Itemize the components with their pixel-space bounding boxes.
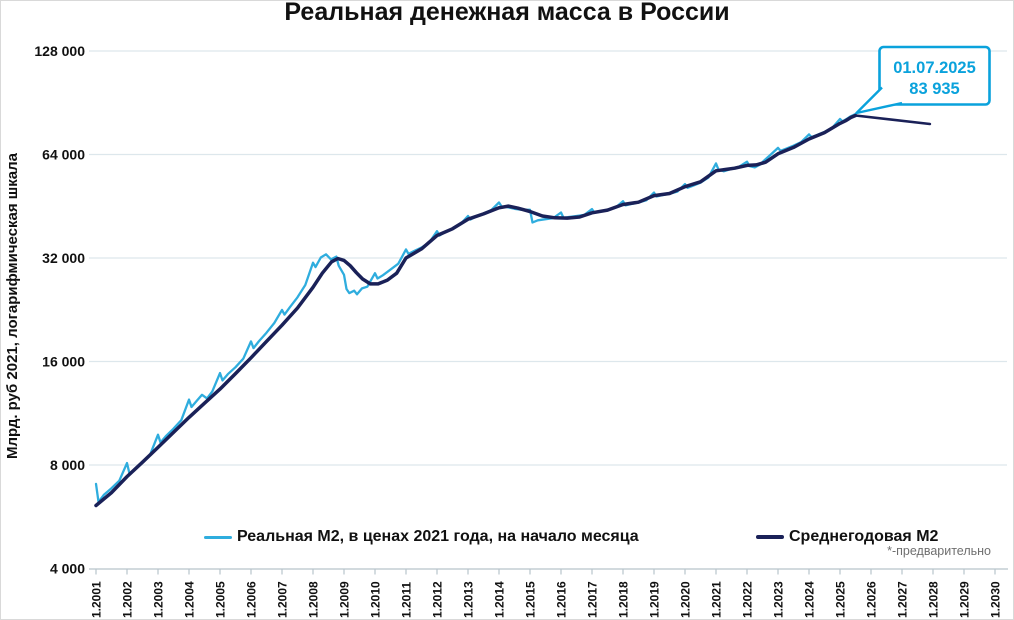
x-tick-label: 1.2026 [865, 581, 879, 618]
plot-area: 128 000 64 000 32 000 16 000 8 000 4 000 1.200… [34, 43, 1008, 618]
x-tick-label: 1.2002 [121, 581, 135, 618]
x-tick-label: 1.2030 [989, 581, 1003, 618]
annotation-pointer-fill [856, 87, 902, 114]
y-tick-label: 16 000 [42, 354, 85, 370]
y-tick-label: 128 000 [34, 43, 85, 59]
x-tick-label: 1.2018 [617, 581, 631, 618]
x-tick-label: 1.2016 [555, 581, 569, 618]
x-tick-label: 1.2006 [245, 581, 259, 618]
x-tick-label: 1.2029 [958, 581, 972, 618]
x-tick-label: 1.2022 [741, 581, 755, 618]
legend-item-monthly-m2: Реальная М2, в ценах 2021 года, на начал… [204, 528, 639, 546]
series-average-m2-projection-line [854, 114, 932, 126]
series-average-m2-line [94, 113, 858, 508]
annotation-pointer [855, 86, 903, 115]
x-tick-label: 1.2028 [927, 581, 941, 618]
y-tick-label: 64 000 [42, 147, 85, 163]
x-tick-label: 1.2024 [803, 581, 817, 618]
x-tick-label: 1.2021 [710, 581, 724, 618]
x-tick-label: 1.2017 [586, 581, 600, 618]
legend-label-average-m2: Среднегодовая М2 [789, 528, 939, 545]
series-monthly-m2-line [94, 112, 857, 504]
annotation-value: 83 935 [909, 80, 959, 98]
monthly-m2-line-swatch-icon [204, 535, 232, 539]
average-m2-line-swatch-icon [756, 535, 784, 539]
x-tick-label: 1.2014 [493, 581, 507, 618]
legend-label-monthly-m2: Реальная М2, в ценах 2021 года, на начал… [237, 528, 639, 545]
y-axis-title: Млрд. руб 2021, логарифмическая шкала [4, 152, 21, 459]
footnote-preliminary: *-предварительно [887, 544, 991, 558]
x-tick-label: 1.2027 [896, 581, 910, 618]
x-tick-label: 1.2011 [400, 582, 414, 618]
x-tick-label: 1.2003 [152, 581, 166, 618]
x-tick-label: 1.2013 [462, 581, 476, 618]
x-tick-label: 1.2004 [183, 581, 197, 618]
x-tick-label: 1.2007 [276, 581, 290, 618]
y-tick-label: 8 000 [50, 457, 85, 473]
legend-item-average-m2: Среднегодовая М2 [756, 528, 938, 546]
x-tick-label: 1.2019 [648, 581, 662, 618]
chart-title: Реальная денежная масса в России [284, 0, 730, 26]
x-tick-label: 1.2009 [338, 581, 352, 618]
x-tick-label: 1.2012 [431, 581, 445, 618]
y-tick-label: 4 000 [50, 561, 85, 577]
x-tick-label: 1.2008 [307, 581, 321, 618]
annotation-date: 01.07.2025 [893, 59, 976, 77]
x-tick-label: 1.2010 [369, 581, 383, 618]
x-tick-label: 1.2001 [90, 581, 104, 618]
x-tick-label: 1.2020 [679, 581, 693, 618]
annotation-box [878, 45, 991, 106]
x-tick-label: 1.2025 [834, 581, 848, 618]
x-tick-label: 1.2023 [772, 581, 786, 618]
legend: Реальная М2, в ценах 2021 года, на начал… [1, 525, 1013, 549]
y-tick-label: 32 000 [42, 250, 85, 266]
x-tick-label: 1.2005 [214, 581, 228, 618]
x-tick-label: 1.2015 [524, 581, 538, 618]
